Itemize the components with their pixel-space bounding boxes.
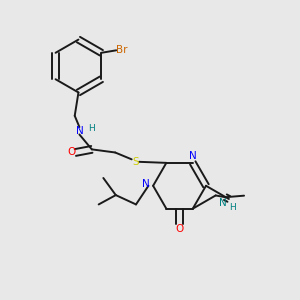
Text: Br: Br (116, 45, 127, 55)
Text: S: S (132, 157, 139, 167)
Text: O: O (68, 148, 76, 158)
Text: H: H (88, 124, 94, 133)
Text: N: N (142, 179, 150, 189)
Text: N: N (76, 126, 83, 136)
Text: O: O (176, 224, 184, 234)
Text: N: N (189, 151, 196, 161)
Text: H: H (230, 203, 236, 212)
Text: N: N (219, 198, 226, 208)
